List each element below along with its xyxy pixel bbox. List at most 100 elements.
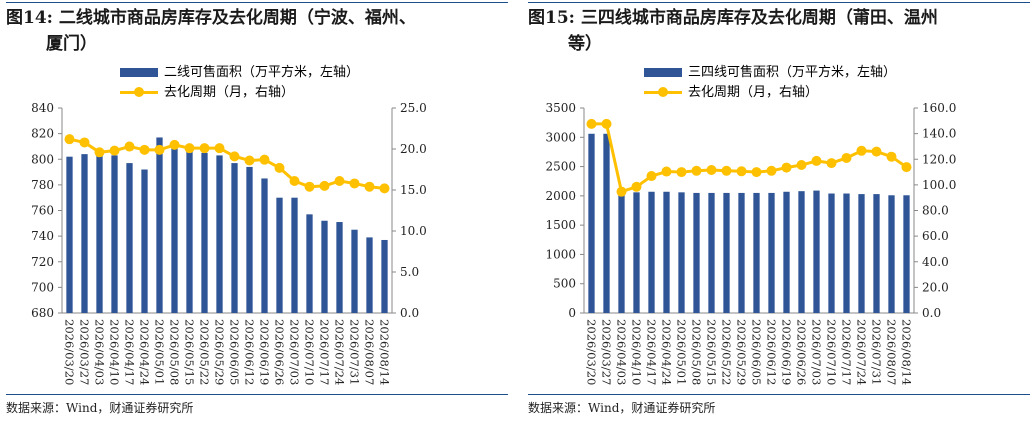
x-tick-label: 2026/07/24	[855, 319, 869, 385]
bar	[201, 152, 208, 313]
left-tick-label: 720	[31, 255, 54, 269]
bar	[618, 194, 625, 313]
bar	[156, 137, 163, 313]
bar	[723, 192, 730, 313]
x-tick-label: 2026/08/14	[900, 319, 914, 385]
bottom-rule	[6, 394, 508, 395]
right-tick-label: 60.0	[922, 229, 949, 243]
line-point	[721, 165, 732, 176]
bar	[66, 156, 73, 313]
chart-title-line-2: 等）	[568, 34, 602, 54]
bar	[708, 192, 715, 313]
right-tick-label: 5.0	[400, 265, 419, 279]
x-tick-label: 2026/05/29	[213, 319, 227, 385]
chart-title: 图14: 二线城市商品房库存及去化周期（宁波、福州、 厦门）	[6, 5, 506, 57]
right-tick-label: 0.0	[922, 306, 941, 320]
x-tick-label: 2026/05/08	[690, 319, 704, 385]
line-point	[766, 165, 777, 176]
x-tick-label: 2026/05/29	[735, 319, 749, 385]
bar	[141, 169, 148, 313]
x-tick-label: 2026/04/03	[93, 319, 107, 385]
line-point	[79, 137, 90, 148]
x-tick-label: 2026/07/31	[348, 319, 362, 385]
line-point	[661, 166, 672, 177]
chart-title-line-1: 图15: 三四线城市商品房库存及去化周期（莆田、温州	[528, 8, 938, 28]
line-point	[379, 183, 390, 194]
line-point	[586, 118, 597, 129]
bar	[231, 163, 238, 313]
line-point	[169, 139, 180, 150]
x-tick-label: 2026/06/12	[243, 319, 257, 385]
left-tick-label: 1500	[545, 218, 576, 232]
x-tick-label: 2026/08/07	[885, 319, 899, 385]
line-point	[289, 175, 300, 186]
x-tick-label: 2026/05/22	[198, 319, 212, 385]
line-point	[214, 143, 225, 154]
line-point	[676, 167, 687, 178]
line-point	[184, 143, 195, 154]
x-tick-label: 2026/03/27	[78, 319, 92, 385]
line-point	[706, 165, 717, 176]
series-line	[591, 122, 908, 194]
line-point	[334, 175, 345, 186]
line-point	[319, 180, 330, 191]
line-point	[94, 147, 105, 158]
line-point	[856, 145, 867, 156]
bar	[753, 192, 760, 313]
left-tick-label: 0	[568, 306, 576, 320]
right-tick-label: 0.0	[400, 306, 419, 320]
bar	[171, 146, 178, 313]
source-note: 数据来源：Wind，财通证券研究所	[6, 401, 194, 415]
x-tick-label: 2026/06/19	[258, 319, 272, 385]
bar	[888, 195, 895, 313]
bar	[828, 193, 835, 313]
x-tick-label: 2026/06/05	[228, 319, 242, 385]
line-point	[811, 155, 822, 166]
line-point	[646, 171, 657, 182]
line-point	[64, 134, 75, 145]
line-point	[601, 118, 612, 129]
line-point	[304, 181, 315, 192]
line-point	[616, 186, 627, 197]
x-tick-label: 2026/07/03	[288, 319, 302, 385]
left-tick-label: 760	[31, 204, 54, 218]
bar	[291, 197, 298, 313]
bar	[336, 222, 343, 313]
x-tick-label: 2026/05/01	[675, 319, 689, 385]
x-tick-label: 2026/04/24	[660, 319, 674, 385]
left-tick-label: 700	[31, 280, 54, 294]
x-tick-label: 2026/05/15	[183, 319, 197, 385]
bar	[783, 191, 790, 313]
right-tick-label: 140.0	[922, 127, 956, 141]
right-tick-label: 25.0	[400, 101, 427, 115]
left-tick-label: 500	[553, 277, 576, 291]
right-tick-label: 100.0	[922, 178, 956, 192]
legend-line-swatch	[644, 87, 682, 97]
left-tick-label: 2000	[545, 189, 576, 203]
left-tick-label: 840	[31, 101, 54, 115]
x-tick-label: 2026/05/01	[153, 319, 167, 385]
line-point	[274, 162, 285, 173]
line-point	[229, 151, 240, 162]
x-tick-label: 2026/07/03	[810, 319, 824, 385]
legend-bar-swatch	[120, 68, 158, 77]
bar	[81, 154, 88, 313]
line-point	[736, 166, 747, 177]
x-tick-label: 2026/04/17	[123, 319, 137, 385]
legend-line-label: 去化周期（月，右轴）	[164, 85, 295, 100]
chart-title: 图15: 三四线城市商品房库存及去化周期（莆田、温州 等）	[528, 5, 1028, 57]
legend-bar-label: 二线可售面积（万平方米，左轴）	[164, 65, 360, 80]
combo-chart-tier34: 0 500 1000 1500 2000 2500 3000 3500 0.0 20.0 40.0 6…	[545, 101, 956, 385]
bar	[366, 237, 373, 313]
x-tick-label: 2026/07/17	[840, 319, 854, 385]
bar	[633, 192, 640, 313]
x-tick-label: 2026/06/26	[795, 319, 809, 385]
bar	[381, 239, 388, 313]
x-tick-label: 2026/04/10	[630, 319, 644, 385]
legend-entry-line: 去化周期（月，右轴）	[644, 84, 818, 102]
combo-chart-tier2: 680 700 720 740 760 780 800 820 840 0.0 5.0 10.0 15.…	[31, 101, 427, 385]
x-tick-label: 2026/06/26	[273, 319, 287, 385]
line-point	[124, 141, 135, 152]
line-point	[631, 181, 642, 192]
x-tick-label: 2026/03/20	[585, 319, 599, 385]
